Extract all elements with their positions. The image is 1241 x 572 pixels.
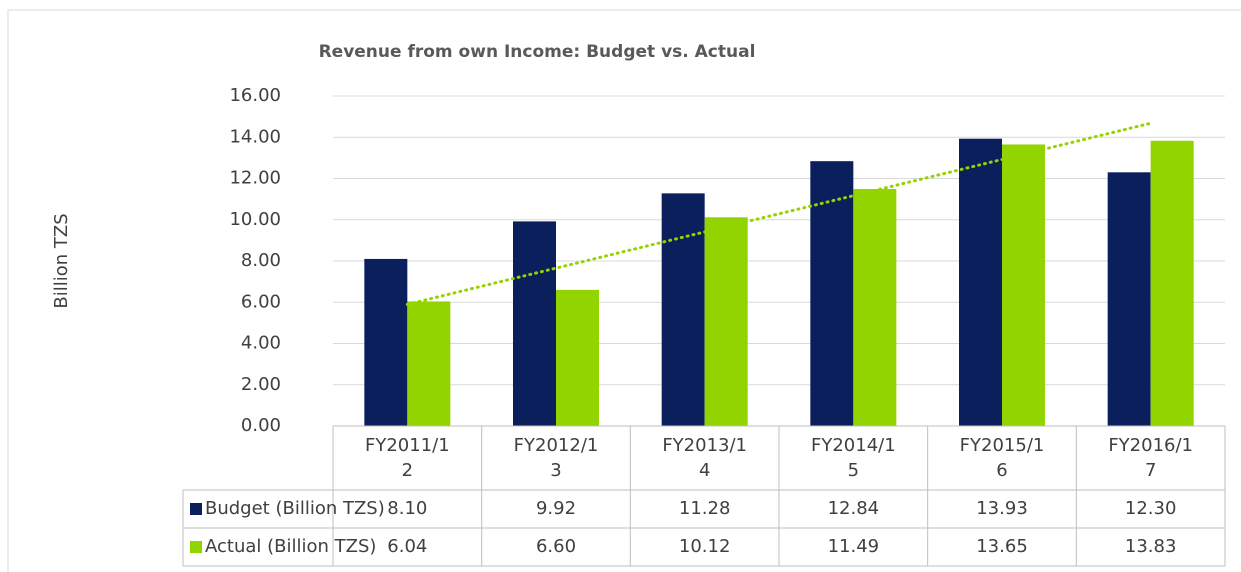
table-value: 11.28 <box>679 498 731 519</box>
y-tick-label: 6.00 <box>241 291 281 312</box>
bar <box>1107 172 1151 426</box>
y-tick-label: 0.00 <box>241 415 281 436</box>
x-tick-label: FY2014/1 5 <box>811 435 896 481</box>
x-tick-label: FY2016/1 7 <box>1108 435 1193 481</box>
bar <box>959 138 1002 426</box>
table-value: 13.93 <box>976 498 1028 519</box>
bar <box>853 189 897 426</box>
bar <box>661 193 705 426</box>
y-tick-label: 2.00 <box>241 374 281 395</box>
table-value: 12.84 <box>828 498 880 519</box>
y-axis-title: Billion TZS <box>51 213 72 308</box>
table-value: 13.65 <box>976 536 1028 557</box>
table-value: 6.04 <box>387 536 427 557</box>
x-tick-label: FY2015/1 6 <box>960 435 1045 481</box>
table-value: 11.49 <box>828 536 880 557</box>
x-tick-label: FY2011/1 2 <box>365 435 450 481</box>
table-value: 6.60 <box>536 536 576 557</box>
legend-label: Budget (Billion TZS) <box>205 498 385 519</box>
legend-swatch <box>190 541 202 553</box>
table-value: 8.10 <box>387 498 427 519</box>
table-value: 12.30 <box>1125 498 1177 519</box>
bar <box>704 217 748 426</box>
x-tick-label: FY2013/1 4 <box>662 435 747 481</box>
table-value: 9.92 <box>536 498 576 519</box>
y-tick-label: 12.00 <box>229 168 281 189</box>
y-tick-label: 16.00 <box>229 85 281 106</box>
legend-swatch <box>190 503 202 515</box>
chart-title: Revenue from own Income: Budget vs. Actu… <box>319 42 756 62</box>
y-tick-label: 10.00 <box>229 209 281 230</box>
bar <box>364 258 408 426</box>
table-value: 13.83 <box>1125 536 1177 557</box>
y-tick-label: 4.00 <box>241 333 281 354</box>
bar <box>513 221 556 426</box>
y-tick-label: 14.00 <box>229 126 281 147</box>
bar <box>556 289 599 426</box>
x-tick-label: FY2012/1 3 <box>514 435 599 481</box>
y-tick-label: 8.00 <box>241 250 281 271</box>
bar <box>1002 144 1045 426</box>
table-value: 10.12 <box>679 536 731 557</box>
bar <box>407 301 451 426</box>
chart-frame <box>7 9 1241 572</box>
trendline <box>405 121 1153 306</box>
legend-label: Actual (Billion TZS) <box>205 536 376 557</box>
bar <box>1150 140 1194 426</box>
